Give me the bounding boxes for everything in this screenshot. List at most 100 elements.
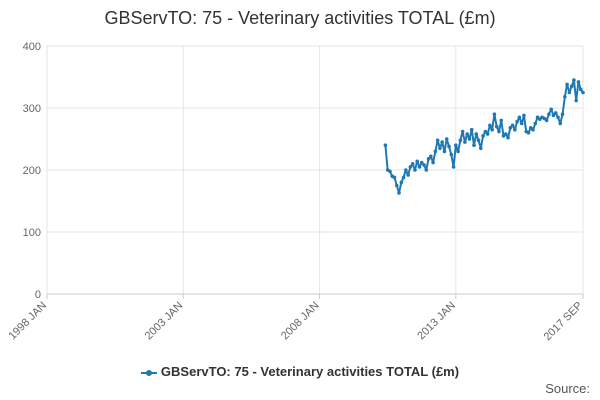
data-point-79	[563, 95, 567, 99]
data-point-6	[397, 191, 401, 195]
x-tick-label-3: 2013 JAN	[415, 300, 458, 343]
data-point-18	[424, 168, 429, 172]
y-tick-label-200: 200	[23, 165, 41, 177]
legend-label: GBServTO: 75 - Veterinary activities TOT…	[160, 364, 460, 379]
y-tick-label-400: 400	[23, 41, 41, 53]
data-point-54	[506, 135, 510, 140]
data-point-20	[429, 154, 433, 159]
data-point-7	[399, 180, 404, 185]
data-point-11	[408, 165, 413, 169]
data-point-17	[422, 163, 426, 167]
tick-labels: 0 100 200 300 400 1998 JAN 2003 JAN 2008 JAN 201…	[6, 41, 585, 343]
data-point-59	[517, 115, 522, 120]
data-point-82	[569, 84, 574, 89]
axes	[46, 293, 584, 299]
data-point-76	[556, 115, 560, 120]
data-point-13	[413, 168, 417, 172]
data-point-81	[567, 90, 572, 95]
source-label[interactable]: Source:	[545, 381, 590, 396]
data-point-49	[494, 124, 499, 129]
data-point-65	[531, 127, 535, 132]
legend[interactable]: GBServTO: 75 - Veterinary activities TOT…	[0, 364, 600, 379]
data-point-47	[490, 127, 494, 132]
data-point-34	[460, 129, 465, 134]
data-point-37	[467, 137, 472, 141]
data-point-22	[433, 149, 438, 154]
data-point-43	[481, 134, 485, 138]
data-point-74	[551, 113, 556, 118]
data-point-39	[472, 143, 476, 147]
data-point-35	[463, 140, 467, 144]
data-point-9	[404, 168, 408, 172]
data-point-10	[406, 173, 410, 177]
data-point-61	[522, 113, 526, 118]
data-point-51	[499, 118, 504, 123]
x-tick-label-2: 2008 JAN	[279, 300, 322, 343]
series-layer	[383, 78, 585, 195]
data-point-14	[415, 159, 420, 164]
chart-title: GBServTO: 75 - Veterinary activities TOT…	[104, 8, 496, 28]
data-point-58	[515, 119, 519, 124]
data-point-19	[426, 157, 431, 161]
data-point-56	[510, 123, 515, 128]
data-point-50	[497, 129, 501, 134]
data-point-41	[476, 138, 481, 143]
data-point-16	[419, 160, 424, 165]
data-point-66	[533, 121, 538, 126]
x-tick-label-0: 1998 JAN	[6, 300, 49, 343]
data-point-2	[388, 169, 392, 174]
data-point-24	[438, 146, 442, 151]
data-point-15	[417, 165, 422, 169]
data-point-83	[572, 78, 576, 82]
data-point-30	[451, 165, 456, 169]
data-point-75	[553, 111, 558, 115]
data-point-5	[394, 183, 399, 188]
data-point-57	[513, 127, 517, 132]
data-point-32	[456, 149, 460, 154]
y-tick-label-100: 100	[23, 227, 41, 239]
data-point-25	[440, 140, 444, 144]
y-tick-label-300: 300	[23, 103, 41, 115]
data-point-77	[558, 121, 563, 126]
data-point-38	[469, 127, 474, 132]
data-point-26	[442, 149, 447, 154]
data-point-63	[526, 131, 531, 135]
data-point-21	[431, 160, 435, 165]
data-point-42	[479, 146, 483, 151]
data-point-44	[483, 129, 488, 134]
data-point-72	[547, 112, 551, 116]
data-point-46	[488, 123, 492, 128]
data-point-4	[392, 175, 397, 180]
data-point-87	[581, 90, 585, 95]
data-point-55	[508, 126, 513, 130]
data-point-28	[447, 144, 451, 149]
x-tick-label-1: 2003 JAN	[143, 300, 186, 343]
legend-swatch	[140, 369, 157, 376]
data-point-71	[544, 118, 549, 123]
data-point-85	[576, 80, 581, 84]
data-point-53	[503, 132, 508, 136]
data-point-60	[519, 121, 524, 126]
data-point-48	[492, 112, 497, 116]
data-point-27	[444, 137, 449, 141]
series-line-0	[384, 79, 584, 194]
x-tick-label-4: 2017 SEP	[542, 300, 586, 344]
data-point-80	[565, 82, 569, 87]
data-point-45	[485, 132, 490, 136]
data-point-31	[454, 143, 458, 147]
data-point-33	[458, 138, 463, 143]
data-point-73	[549, 107, 553, 112]
data-point-12	[410, 162, 415, 166]
data-point-29	[449, 152, 454, 157]
data-point-40	[474, 132, 479, 136]
data-point-78	[560, 112, 565, 116]
data-point-36	[465, 132, 469, 136]
y-tick-label-0: 0	[35, 289, 41, 301]
data-point-0	[383, 143, 388, 147]
data-point-86	[578, 87, 583, 92]
data-point-84	[574, 98, 578, 103]
gridlines	[46, 45, 584, 295]
data-point-8	[401, 175, 406, 180]
data-point-23	[435, 138, 440, 143]
